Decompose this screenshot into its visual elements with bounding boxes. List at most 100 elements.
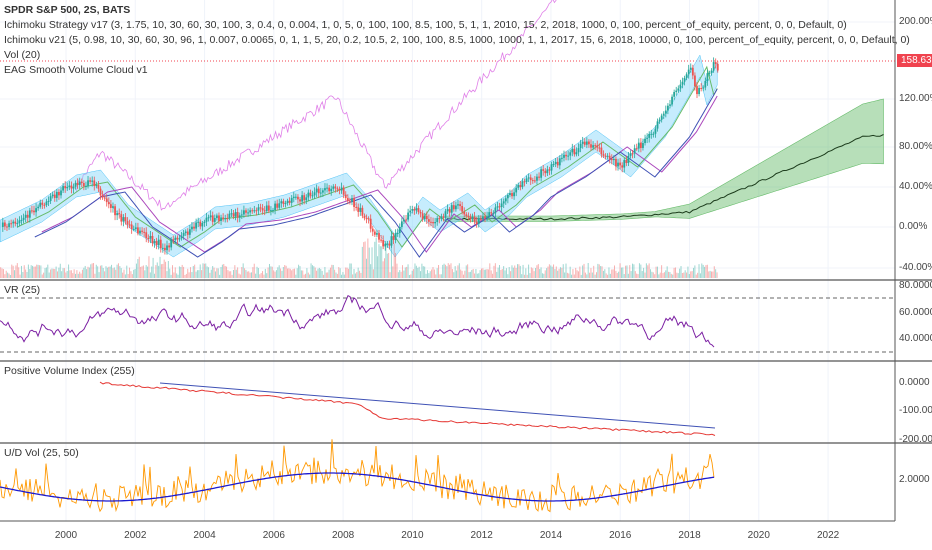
volume-bar xyxy=(616,272,618,278)
indicator-legend-ichimoku-v21[interactable]: Ichimoku v21 (5, 0.98, 10, 30, 60, 30, 9… xyxy=(4,34,910,46)
candle xyxy=(232,213,235,217)
candle xyxy=(637,142,640,149)
volume-bar xyxy=(604,269,606,278)
volume-bar xyxy=(633,264,635,278)
volume-bar xyxy=(627,273,629,278)
candle xyxy=(243,210,245,215)
volume-bar xyxy=(20,265,22,278)
volume-bar xyxy=(614,265,616,278)
volume-bar xyxy=(626,265,628,278)
candle xyxy=(648,133,651,138)
candle xyxy=(101,195,104,198)
candle xyxy=(459,204,461,207)
volume-bar xyxy=(73,269,75,278)
volume-bar xyxy=(539,269,541,278)
volume-bar xyxy=(160,264,162,278)
volume-bar xyxy=(360,272,362,278)
candle xyxy=(592,145,594,148)
volume-bar xyxy=(694,265,696,278)
volume-bar xyxy=(65,272,67,278)
candle xyxy=(702,87,705,89)
volume-bar xyxy=(349,263,351,278)
volume-bar xyxy=(343,274,345,278)
volume-bar xyxy=(241,267,243,278)
candle xyxy=(97,185,100,189)
candle xyxy=(16,223,19,225)
candle xyxy=(517,185,520,188)
candle xyxy=(633,148,636,154)
candle xyxy=(411,209,414,211)
candle xyxy=(180,235,183,239)
candle xyxy=(109,204,112,208)
volume-bar xyxy=(634,271,636,278)
candle xyxy=(662,113,665,116)
pvi-pane-label[interactable]: Positive Volume Index (255) xyxy=(4,365,135,377)
volume-bar xyxy=(287,268,289,278)
candle xyxy=(10,223,13,225)
volume-bar xyxy=(62,268,64,278)
cloud-midline xyxy=(446,134,884,221)
volume-bar xyxy=(237,267,239,278)
volume-bar xyxy=(152,257,154,278)
volume-bar xyxy=(176,273,178,278)
volume-bar xyxy=(81,269,83,278)
candle xyxy=(80,181,83,184)
candle xyxy=(82,183,85,187)
volume-bar xyxy=(474,273,476,278)
candle xyxy=(330,188,333,192)
volume-bar xyxy=(90,264,92,278)
volume-bar xyxy=(127,273,129,278)
indicator-legend-ichimoku-strategy[interactable]: Ichimoku Strategy v17 (3, 1.75, 10, 30, … xyxy=(4,19,847,31)
volume-bar xyxy=(329,267,331,278)
vr-pane-label[interactable]: VR (25) xyxy=(4,284,41,296)
volume-bar xyxy=(130,271,132,278)
volume-bar xyxy=(347,268,349,278)
moving-average-line xyxy=(17,65,718,248)
volume-bar xyxy=(91,263,93,278)
candle xyxy=(26,214,29,218)
candle xyxy=(639,142,642,148)
volume-bar xyxy=(217,268,219,278)
candle xyxy=(20,219,23,221)
indicator-legend-volume[interactable]: Vol (20) xyxy=(4,49,41,61)
volume-bar xyxy=(375,237,377,278)
candle xyxy=(604,155,607,157)
volume-bar xyxy=(93,263,95,278)
candle xyxy=(658,119,661,122)
volume-bar xyxy=(94,273,96,278)
volume-bar xyxy=(165,261,167,278)
candle xyxy=(153,241,156,244)
volume-bar xyxy=(612,269,614,278)
ud-pane-label[interactable]: U/D Vol (25, 50) xyxy=(4,447,79,459)
candle xyxy=(120,214,123,222)
volume-bar xyxy=(137,259,139,278)
volume-bar xyxy=(492,273,494,278)
volume-bar xyxy=(180,266,182,278)
candle xyxy=(475,221,478,224)
volume-bar xyxy=(446,266,448,278)
candle xyxy=(305,197,308,201)
volume-bar xyxy=(105,266,107,278)
volume-bar xyxy=(650,269,652,278)
volume-bar xyxy=(677,273,679,278)
candle xyxy=(290,198,293,203)
candle xyxy=(446,209,449,212)
volume-bar xyxy=(385,243,387,278)
volume-bar xyxy=(521,274,523,278)
candle xyxy=(664,110,667,114)
volume-bar xyxy=(632,263,634,278)
candle xyxy=(502,201,505,204)
ud-volume-average-line xyxy=(0,472,715,502)
volume-bar xyxy=(544,270,546,278)
candle xyxy=(469,216,472,219)
indicator-legend-volume-cloud[interactable]: EAG Smooth Volume Cloud v1 xyxy=(4,64,148,76)
symbol-legend[interactable]: SPDR S&P 500, 2S, BATS xyxy=(4,4,131,16)
candle xyxy=(679,84,682,89)
volume-bar xyxy=(14,270,16,278)
candle xyxy=(467,215,470,217)
candle xyxy=(492,213,495,215)
volume-bar xyxy=(115,269,117,278)
volume-bar xyxy=(23,265,25,278)
